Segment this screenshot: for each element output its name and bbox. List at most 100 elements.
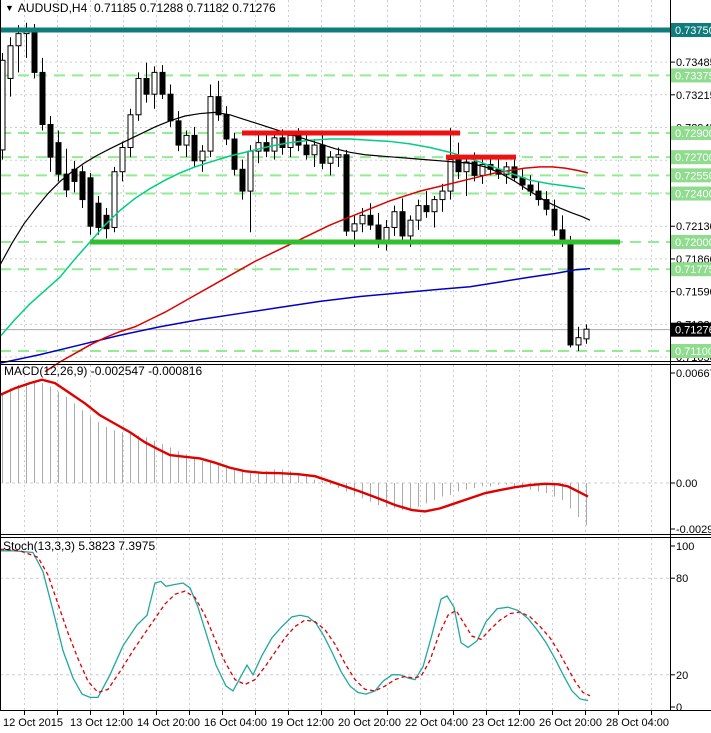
level-label: 0.71100 [675, 346, 711, 358]
time-axis-label: 23 Oct 12:00 [472, 717, 535, 729]
level-label: 0.72900 [675, 128, 711, 140]
ohlc-values: 0.71185 0.71288 0.71182 0.71276 [93, 1, 276, 15]
bull-candle [199, 150, 206, 162]
bull-candle [151, 71, 158, 95]
bear-candle [47, 123, 54, 158]
bull-candle [335, 154, 342, 158]
macd-signal-line [0, 378, 589, 513]
bull-candle [359, 214, 366, 225]
level-label: 0.72000 [675, 237, 711, 249]
bear-candle [399, 211, 406, 237]
time-axis-label: 13 Oct 12:00 [70, 717, 133, 729]
current-price-label: 0.71276 [675, 325, 711, 337]
bull-candle [415, 205, 422, 221]
bear-candle [567, 241, 574, 346]
time-axis-label: 26 Oct 20:00 [539, 717, 602, 729]
time-axis-label: 16 Oct 04:00 [204, 717, 267, 729]
time-axis-label: 19 Oct 12:00 [271, 717, 334, 729]
level-label-box [671, 234, 711, 249]
stoch-percent-K-line [0, 550, 589, 702]
bear-candle [87, 177, 94, 227]
bull-candle [247, 150, 254, 192]
bull-candle [111, 171, 118, 228]
bull-candle [135, 77, 142, 116]
stoch-axis-label: 80 [676, 573, 688, 585]
bull-candle [207, 96, 214, 152]
level-label-box [671, 168, 711, 183]
level-label-box [671, 186, 711, 201]
bear-candle [543, 199, 550, 210]
bear-candle [31, 30, 38, 73]
bull-candle [7, 45, 14, 79]
stoch-percent-D-line [0, 548, 591, 697]
bull-candle [351, 223, 358, 232]
level-label-box [671, 68, 711, 83]
level-label: 0.72400 [675, 189, 711, 201]
time-axis-label: 22 Oct 04:00 [405, 717, 468, 729]
current-price-label-box [671, 322, 711, 337]
bear-candle [455, 159, 462, 173]
level-label-box [671, 125, 711, 140]
bull-candle [287, 134, 294, 148]
bear-candle [343, 154, 350, 232]
bull-candle [15, 33, 22, 47]
macd-indicator-label: MACD(12,26,9) -0.002547 -0.000816 [4, 364, 203, 378]
bear-candle [279, 137, 286, 148]
dropdown-icon[interactable]: ▼ [5, 3, 14, 13]
bear-candle [423, 205, 430, 213]
stoch-axis-label: 20 [676, 670, 688, 682]
bear-candle [471, 161, 478, 176]
bear-candle [239, 168, 246, 192]
bear-candle [223, 114, 230, 140]
price-axis-label: 0.73485 [676, 57, 711, 69]
time-axis-label: 14 Oct 20:00 [137, 717, 200, 729]
bear-candle [143, 77, 150, 95]
level-label-box [671, 343, 711, 358]
bull-candle [575, 337, 582, 346]
macd-axis-label: 0.006675 [676, 368, 711, 380]
bull-candle [327, 156, 334, 164]
stoch-indicator-label: Stoch(13,3,3) 5.3823 7.3975 [3, 539, 156, 553]
bull-candle [0, 59, 6, 151]
bear-candle [191, 134, 198, 162]
level-label-box [671, 150, 711, 165]
ma-red-slow [44, 166, 589, 373]
bull-candle [583, 328, 590, 340]
bull-candle [447, 159, 454, 192]
bear-candle [175, 120, 182, 146]
bear-candle [55, 142, 62, 175]
level-label: 0.73375 [675, 70, 711, 82]
level-label: 0.72550 [675, 170, 711, 182]
bull-candle [119, 146, 126, 173]
bull-candle [183, 134, 190, 146]
bear-candle [511, 166, 518, 179]
bull-candle [407, 219, 414, 237]
bear-candle [95, 202, 102, 228]
bear-candle [375, 224, 382, 243]
stoch-axis-label: 0 [676, 702, 682, 714]
bear-candle [39, 71, 46, 125]
bear-candle [79, 171, 86, 201]
time-axis-label: 28 Oct 04:00 [606, 717, 669, 729]
bull-candle [391, 211, 398, 228]
bull-candle [431, 199, 438, 213]
time-axis-label: 20 Oct 20:00 [338, 717, 401, 729]
bear-candle [215, 96, 222, 116]
level-label-box [671, 23, 711, 37]
level-label: 0.71775 [675, 264, 711, 276]
bull-candle [463, 161, 470, 173]
macd-axis-label: 0.00 [676, 478, 697, 490]
bull-candle [439, 190, 446, 201]
bear-candle [303, 144, 310, 156]
bear-candle [367, 214, 374, 226]
bull-candle [127, 114, 134, 148]
bear-candle [319, 144, 326, 164]
ma-spring-green [0, 138, 586, 337]
price-axis-label: 0.73215 [676, 90, 711, 102]
bear-candle [167, 93, 174, 122]
time-axis-label: 12 Oct 2015 [3, 717, 63, 729]
